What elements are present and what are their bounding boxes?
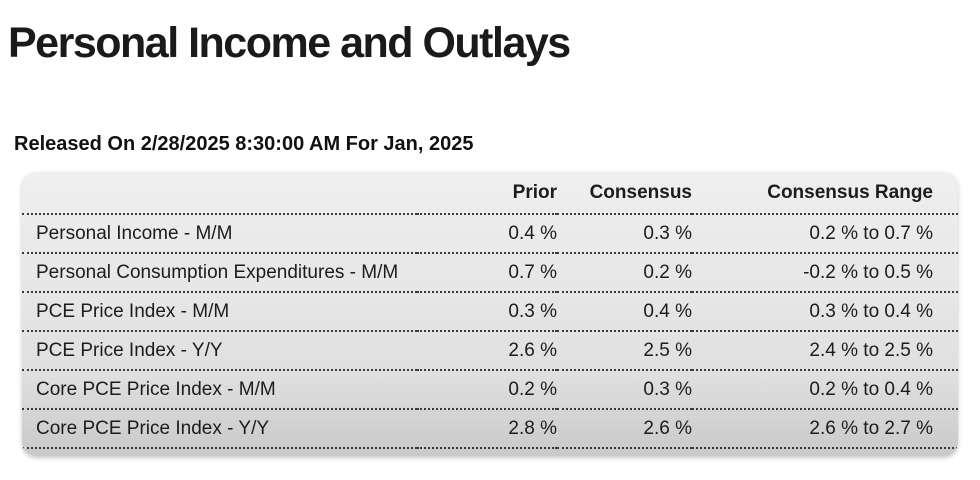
release-info: Released On 2/28/2025 8:30:00 AM For Jan…	[14, 133, 474, 155]
cell-consensus: 2.6 %	[557, 409, 692, 449]
row-label: Core PCE Price Index - Y/Y	[22, 409, 417, 449]
indicators-table-card: Prior Consensus Consensus Range Personal…	[22, 172, 958, 456]
table-row: Personal Consumption Expenditures - M/M 0…	[22, 253, 958, 293]
column-header-indicator	[22, 172, 417, 215]
row-label: Core PCE Price Index - M/M	[22, 370, 417, 410]
cell-consensus-range: 0.2 % to 0.4 %	[692, 370, 958, 410]
cell-prior: 0.7 %	[417, 253, 557, 293]
row-label: PCE Price Index - Y/Y	[22, 331, 417, 371]
cell-consensus-range: -0.2 % to 0.5 %	[692, 253, 958, 293]
column-header-consensus: Consensus	[557, 172, 692, 215]
column-header-prior: Prior	[417, 172, 557, 215]
row-label: Personal Income - M/M	[22, 214, 417, 254]
row-label: Personal Consumption Expenditures - M/M	[22, 253, 417, 293]
table-row: Core PCE Price Index - M/M 0.2 % 0.3 % 0.2 …	[22, 370, 958, 410]
cell-prior: 2.8 %	[417, 409, 557, 449]
table-header-row: Prior Consensus Consensus Range	[22, 172, 958, 215]
cell-consensus-range: 2.6 % to 2.7 %	[692, 409, 958, 449]
indicators-table: Prior Consensus Consensus Range Personal…	[22, 172, 958, 449]
table-row: PCE Price Index - Y/Y 2.6 % 2.5 % 2.4 % to …	[22, 331, 958, 371]
table-row: Personal Income - M/M 0.4 % 0.3 % 0.2 % to …	[22, 214, 958, 254]
cell-consensus-range: 0.3 % to 0.4 %	[692, 292, 958, 332]
table-row: Core PCE Price Index - Y/Y 2.8 % 2.6 % 2.6 …	[22, 409, 958, 449]
cell-consensus: 0.3 %	[557, 370, 692, 410]
cell-prior: 0.2 %	[417, 370, 557, 410]
cell-prior: 0.4 %	[417, 214, 557, 254]
column-header-consensus-range: Consensus Range	[692, 172, 958, 215]
table-row: PCE Price Index - M/M 0.3 % 0.4 % 0.3 % to …	[22, 292, 958, 332]
cell-prior: 2.6 %	[417, 331, 557, 371]
cell-consensus: 0.4 %	[557, 292, 692, 332]
cell-prior: 0.3 %	[417, 292, 557, 332]
row-label: PCE Price Index - M/M	[22, 292, 417, 332]
cell-consensus: 2.5 %	[557, 331, 692, 371]
cell-consensus: 0.3 %	[557, 214, 692, 254]
page-title: Personal Income and Outlays	[8, 19, 571, 67]
cell-consensus-range: 2.4 % to 2.5 %	[692, 331, 958, 371]
cell-consensus-range: 0.2 % to 0.7 %	[692, 214, 958, 254]
table-body: Personal Income - M/M 0.4 % 0.3 % 0.2 % to …	[22, 214, 958, 449]
cell-consensus: 0.2 %	[557, 253, 692, 293]
